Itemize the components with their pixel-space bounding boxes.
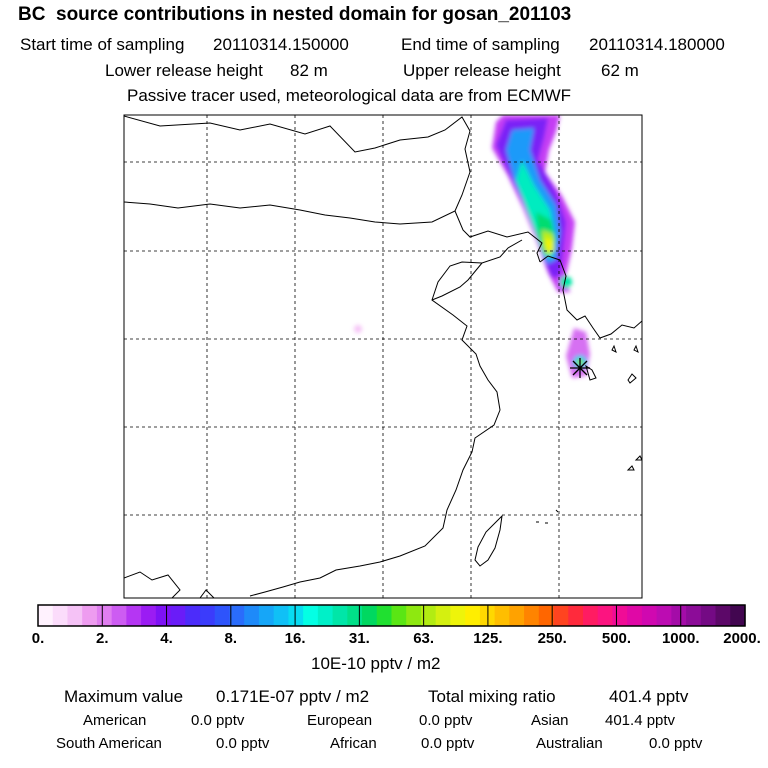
total-mixing-value: 401.4 pptv xyxy=(609,687,689,706)
region-name: European xyxy=(307,712,373,729)
lower-release-label: Lower release height xyxy=(105,61,263,80)
max-value-label: Maximum value xyxy=(64,687,184,706)
map-frame xyxy=(123,114,643,599)
colorbar-swatch xyxy=(273,605,289,626)
colorbar xyxy=(38,605,746,626)
region-value: 0.0 pptv xyxy=(421,735,475,752)
region-name: South American xyxy=(56,735,162,752)
colorbar-frame xyxy=(37,604,746,627)
colorbar-swatch xyxy=(52,605,69,626)
colorbar-tick-label: 125. xyxy=(473,630,503,647)
region-name: Australian xyxy=(536,735,603,752)
region-value: 401.4 pptv xyxy=(605,712,676,729)
colorbar-swatch xyxy=(465,605,481,626)
colorbar-tick-label: 4. xyxy=(160,630,173,647)
colorbar-swatch xyxy=(538,605,555,626)
total-mixing-label: Total mixing ratio xyxy=(428,687,556,706)
colorbar-swatch xyxy=(450,605,466,626)
region-value: 0.0 pptv xyxy=(419,712,473,729)
colorbar-swatch xyxy=(258,605,275,626)
colorbar-swatch xyxy=(111,605,127,626)
colorbar-swatch xyxy=(700,605,717,626)
start-time-value: 20110314.150000 xyxy=(213,35,349,54)
graticule xyxy=(124,115,642,598)
colorbar-swatch xyxy=(406,605,422,626)
colorbar-swatch xyxy=(362,605,378,626)
tracer-plume xyxy=(354,115,590,378)
region-value: 0.0 pptv xyxy=(649,735,703,752)
colorbar-swatch xyxy=(126,605,142,626)
colorbar-swatch xyxy=(656,605,672,626)
receptor-marker xyxy=(570,358,590,378)
map-panel xyxy=(124,115,642,598)
colorbar-swatch xyxy=(568,605,584,626)
end-time-label: End time of sampling xyxy=(401,35,560,54)
colorbar-swatch xyxy=(200,605,216,626)
colorbar-swatch xyxy=(715,605,731,626)
colorbar-swatch xyxy=(38,605,54,626)
colorbar-unit: 10E-10 pptv / m2 xyxy=(311,654,441,673)
colorbar-swatch xyxy=(155,605,172,626)
colorbar-swatch xyxy=(96,605,113,626)
colorbar-swatch xyxy=(391,605,407,626)
start-time-label: Start time of sampling xyxy=(20,35,185,54)
colorbar-tick-label: 0. xyxy=(31,630,45,647)
region-name: Asian xyxy=(531,712,569,729)
colorbar-swatch xyxy=(553,605,569,626)
colorbar-swatch xyxy=(494,605,510,626)
colorbar-swatch xyxy=(317,605,334,626)
coastlines xyxy=(124,115,642,598)
colorbar-swatch xyxy=(67,605,83,626)
colorbar-swatch xyxy=(641,605,658,626)
region-name: African xyxy=(330,735,377,752)
colorbar-swatch xyxy=(509,605,525,626)
colorbar-swatch xyxy=(141,605,157,626)
end-time-value: 20110314.180000 xyxy=(589,35,725,54)
colorbar-swatch xyxy=(376,605,393,626)
region-value: 0.0 pptv xyxy=(191,712,245,729)
region-value: 0.0 pptv xyxy=(216,735,270,752)
tracer-note: Passive tracer used, meteorological data… xyxy=(127,86,572,105)
colorbar-swatch xyxy=(420,605,437,626)
colorbar-tick-label: 1000. xyxy=(661,630,700,647)
max-value: 0.171E-07 pptv / m2 xyxy=(216,687,370,706)
lower-release-value: 82 m xyxy=(290,61,328,80)
upper-release-label: Upper release height xyxy=(403,61,561,80)
colorbar-tick-label: 31. xyxy=(348,630,370,647)
colorbar-swatch xyxy=(332,605,348,626)
colorbar-tick-label: 2000. xyxy=(723,630,761,647)
colorbar-swatch xyxy=(524,605,540,626)
upper-release-value: 62 m xyxy=(601,61,639,80)
colorbar-tick-label: 16. xyxy=(284,630,306,647)
colorbar-swatch xyxy=(686,605,702,626)
chart-title: BC source contributions in nested domain… xyxy=(18,4,572,25)
colorbar-swatch xyxy=(627,605,643,626)
colorbar-swatch xyxy=(612,605,628,626)
colorbar-swatch xyxy=(229,605,245,626)
colorbar-tick-label: 500. xyxy=(601,630,632,647)
colorbar-tick-label: 8. xyxy=(224,630,238,647)
colorbar-tick-label: 250. xyxy=(537,630,567,647)
colorbar-swatch xyxy=(303,605,319,626)
colorbar-swatch xyxy=(288,605,304,626)
colorbar-swatch xyxy=(347,605,363,626)
region-name: American xyxy=(83,712,147,729)
colorbar-tick-label: 2. xyxy=(96,630,109,647)
colorbar-swatch xyxy=(582,605,599,626)
colorbar-swatch xyxy=(244,605,260,626)
colorbar-tick-label: 63. xyxy=(413,630,435,647)
colorbar-swatch xyxy=(730,605,746,626)
colorbar-swatch xyxy=(435,605,452,626)
colorbar-swatch xyxy=(214,605,231,626)
colorbar-swatch xyxy=(185,605,201,626)
colorbar-swatch xyxy=(671,605,687,626)
colorbar-swatch xyxy=(597,605,614,626)
colorbar-swatch xyxy=(82,605,98,626)
colorbar-swatch xyxy=(170,605,186,626)
